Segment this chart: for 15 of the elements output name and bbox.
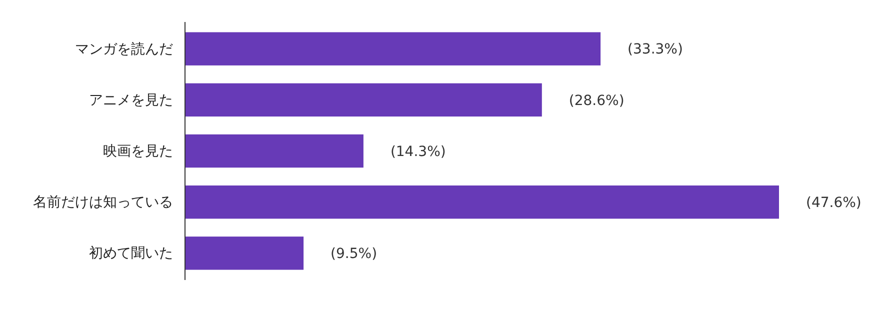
bar bbox=[185, 32, 601, 66]
bar bbox=[185, 185, 779, 219]
y-tick-label: マンガを読んだ bbox=[75, 41, 173, 58]
y-tick-label: アニメを見た bbox=[89, 92, 173, 108]
bar bbox=[185, 83, 542, 117]
data-label: (33.3%) bbox=[628, 42, 683, 58]
bar bbox=[185, 236, 304, 270]
data-label: (28.6%) bbox=[568, 92, 624, 109]
data-label: (47.6%) bbox=[806, 194, 862, 211]
y-tick-label: 映画を見た bbox=[103, 143, 173, 160]
y-tick-label: 初めて聞いた bbox=[89, 246, 173, 262]
data-label: (14.3%) bbox=[390, 144, 446, 160]
bar bbox=[185, 134, 364, 168]
y-tick-label: 名前だけは知っている bbox=[33, 194, 173, 211]
data-label: (9.5%) bbox=[330, 246, 378, 262]
